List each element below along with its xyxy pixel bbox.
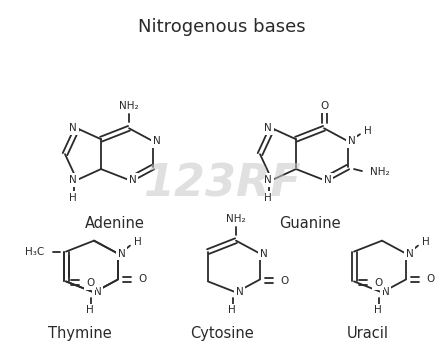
Text: N: N — [69, 123, 77, 133]
Text: H: H — [422, 237, 430, 247]
Text: N: N — [153, 136, 161, 146]
Text: O: O — [426, 274, 434, 284]
Text: N: N — [382, 287, 390, 297]
Text: N: N — [118, 249, 126, 259]
Text: NH₂: NH₂ — [226, 214, 246, 224]
Text: H: H — [374, 305, 382, 315]
Text: Thymine: Thymine — [48, 326, 112, 341]
Text: N: N — [236, 287, 244, 297]
Text: N: N — [406, 249, 414, 259]
Text: N: N — [69, 175, 77, 185]
Text: N: N — [94, 287, 102, 297]
Text: H: H — [228, 305, 236, 315]
Text: NH₂: NH₂ — [370, 167, 390, 177]
Text: Nitrogenous bases: Nitrogenous bases — [138, 18, 306, 36]
Text: H: H — [86, 305, 94, 315]
Text: O: O — [320, 101, 328, 111]
Text: N: N — [264, 123, 272, 133]
Text: H: H — [264, 193, 272, 203]
Text: N: N — [264, 175, 272, 185]
Text: O: O — [138, 274, 146, 284]
Text: Guanine: Guanine — [279, 216, 341, 231]
Text: H: H — [364, 126, 372, 136]
Text: 123RF: 123RF — [143, 162, 301, 206]
Text: Cytosine: Cytosine — [190, 326, 254, 341]
Text: N: N — [260, 249, 268, 259]
Text: N: N — [324, 175, 332, 185]
Text: O: O — [86, 278, 94, 288]
Text: O: O — [280, 276, 288, 286]
Text: Adenine: Adenine — [85, 216, 145, 231]
Text: H: H — [69, 193, 77, 203]
Text: O: O — [374, 278, 382, 288]
Text: N: N — [129, 175, 137, 185]
Text: H₃C: H₃C — [25, 247, 44, 257]
Text: H: H — [134, 237, 142, 247]
Text: Uracil: Uracil — [347, 326, 389, 341]
Text: N: N — [348, 136, 356, 146]
Text: NH₂: NH₂ — [119, 101, 139, 111]
